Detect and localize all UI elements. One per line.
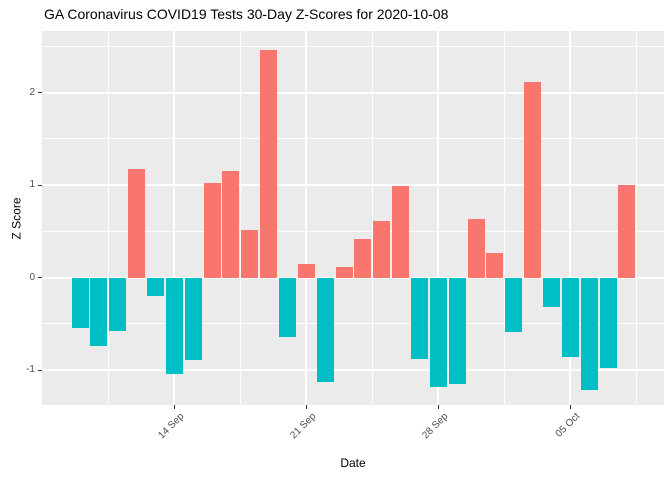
bar [241,230,259,278]
bar [128,169,146,278]
bar [373,221,391,278]
x-tick-mark [305,405,307,409]
bar [203,183,221,278]
x-tick-label: 05 Oct [553,411,583,440]
bar [561,277,579,358]
y-tick-mark [38,184,42,186]
bar [618,185,636,278]
y-tick-mark [38,369,42,371]
gridline-v-major [173,31,176,405]
bar [184,277,202,360]
x-tick-label: 28 Sep [419,411,451,442]
bar [147,277,165,297]
bar [109,277,127,332]
gridline-v-minor [107,31,109,405]
gridline-v-minor [635,31,637,405]
gridline-h-minor [42,230,664,232]
bar [580,277,598,390]
gridline-v-minor [239,31,241,405]
bar [165,277,183,374]
gridline-v-major [437,31,440,405]
y-tick-mark [38,277,42,279]
y-tick-label: -1 [26,364,35,376]
bar [260,50,278,278]
bar [90,277,108,347]
bar [222,171,240,278]
bar [524,82,542,278]
x-tick-label: 14 Sep [155,411,187,442]
bar [335,267,353,278]
bar [467,219,485,278]
gridline-h-major [42,369,664,372]
x-tick-mark [569,405,571,409]
x-axis-title: Date [340,456,366,470]
y-tick-mark [38,92,42,94]
bar [486,252,504,278]
bar [599,277,617,369]
gridline-h-minor [42,45,664,47]
bar [279,277,297,337]
plot-panel [42,31,664,405]
gridline-h-major [42,91,664,94]
gridline-v-minor [503,31,505,405]
bar [543,277,561,308]
x-tick-mark [437,405,439,409]
gridline-v-major [569,31,572,405]
gridline-h-major [42,276,664,279]
gridline-h-minor [42,323,664,325]
bar [392,186,410,278]
bar [71,277,89,328]
x-tick-label: 21 Sep [287,411,319,442]
bar [448,277,466,384]
gridline-v-minor [371,31,373,405]
gridline-v-major [305,31,308,405]
y-tick-label: 2 [29,86,35,98]
bar [505,277,523,333]
bar [316,277,334,383]
gridline-h-minor [42,138,664,140]
y-tick-label: 0 [29,271,35,283]
y-tick-label: 1 [29,179,35,191]
bar [354,238,372,278]
gridline-h-major [42,184,664,187]
bar [297,263,315,278]
bar [429,277,447,387]
bar [411,277,429,359]
x-tick-mark [173,405,175,409]
chart-title: GA Coronavirus COVID19 Tests 30-Day Z-Sc… [44,6,449,22]
